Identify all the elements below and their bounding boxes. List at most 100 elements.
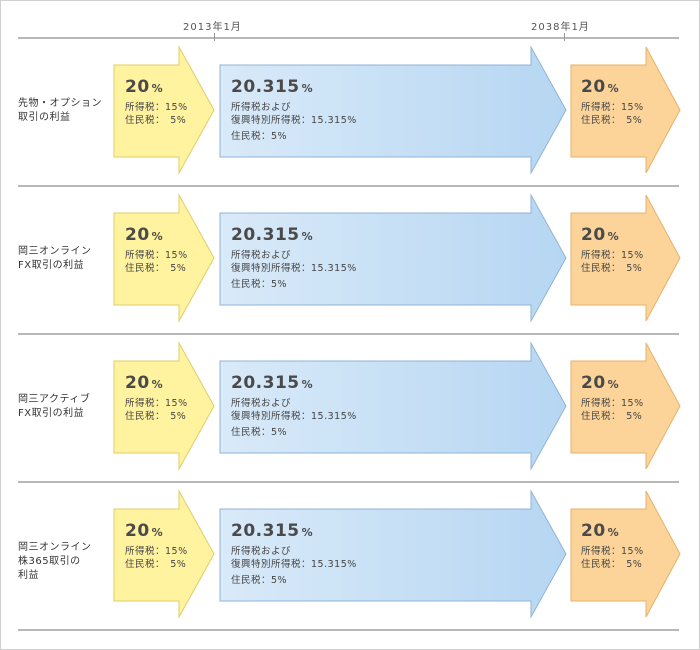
row-label-line-2: FX取引の利益	[18, 260, 85, 271]
reconstruction-tax-line: 復興特別所得税：15.315%	[231, 559, 357, 570]
rate-unit: %	[607, 230, 620, 243]
rate-unit: %	[151, 526, 164, 539]
rate-number: 20	[125, 521, 150, 541]
rate-number: 20.315	[231, 373, 300, 393]
rate-unit: %	[301, 230, 314, 243]
reconstruction-tax-line: 復興特別所得税：15.315%	[231, 115, 357, 126]
timeline-start-tick	[214, 33, 215, 41]
after-2038-arrow	[570, 490, 681, 618]
rate-number: 20	[125, 373, 150, 393]
timeline-end-label: 2038年1月	[531, 22, 590, 33]
period-2013-2038-rate-box: 20.315% 所得税および復興特別所得税：15.315% 住民税：5%	[231, 372, 357, 439]
income-tax-line: 所得税および	[231, 546, 292, 557]
row-divider	[18, 629, 679, 631]
rate-value: 20%	[581, 520, 644, 544]
rate-value: 20%	[581, 372, 644, 396]
rate-number: 20	[581, 225, 606, 245]
rate-value: 20.315%	[231, 372, 357, 396]
rate-unit: %	[607, 378, 620, 391]
income-tax-line: 所得税：15%	[125, 250, 188, 261]
period-2013-2038-rate-box: 20.315% 所得税および復興特別所得税：15.315% 住民税：5%	[231, 520, 357, 587]
row-divider	[18, 333, 679, 335]
after-2038-rate-box: 20% 所得税：15% 住民税： 5%	[581, 372, 644, 423]
timeline-rule	[18, 37, 679, 39]
before-2013-arrow	[113, 193, 215, 323]
row-label-line-2: 株365取引の	[18, 556, 81, 567]
rate-value: 20%	[125, 520, 188, 544]
row-label: 先物・オプション 取引の利益	[18, 97, 113, 125]
before-2013-arrow	[113, 45, 215, 175]
row-label-line-2: 取引の利益	[18, 112, 71, 123]
rate-value: 20.315%	[231, 520, 357, 544]
resident-tax-line: 住民税： 5%	[581, 115, 643, 126]
income-tax-line: 所得税：15%	[125, 398, 188, 409]
rate-unit: %	[607, 526, 620, 539]
rate-number: 20	[125, 225, 150, 245]
rate-value: 20%	[581, 224, 644, 248]
rate-unit: %	[607, 82, 620, 95]
rate-number: 20.315	[231, 225, 300, 245]
reconstruction-tax-line: 復興特別所得税：15.315%	[231, 263, 357, 274]
period-2013-2038-rate-box: 20.315% 所得税および 復興特別所得税：15.315% 住民税：5%	[231, 224, 357, 291]
income-tax-line: 所得税および	[231, 102, 292, 113]
income-tax-line: 所得税：15%	[581, 398, 644, 409]
reconstruction-tax-line: 復興特別所得税：15.315%	[231, 411, 357, 422]
after-2038-arrow	[570, 46, 681, 174]
before-2013-arrow	[113, 341, 215, 471]
row-label-line-1: 岡三オンライン	[18, 542, 92, 553]
row-label-line-3: 利益	[18, 570, 39, 581]
rate-unit: %	[151, 230, 164, 243]
row-label-line-1: 岡三オンライン	[18, 246, 92, 257]
row-label: 岡三オンライン FX取引の利益	[18, 245, 113, 273]
period-2013-2038-rate-box: 20.315% 所得税および復興特別所得税：15.315% 住民税：5%	[231, 76, 357, 143]
period-2013-2038-arrow	[219, 193, 567, 323]
after-2038-rate-box: 20% 所得税：15% 住民税： 5%	[581, 520, 644, 571]
rate-unit: %	[151, 378, 164, 391]
row-label-line-2: FX取引の利益	[18, 408, 85, 419]
rate-value: 20.315%	[231, 224, 357, 248]
income-tax-line: 所得税および	[231, 398, 292, 409]
resident-tax-line: 住民税： 5%	[581, 411, 643, 422]
rate-unit: %	[301, 378, 314, 391]
after-2038-arrow	[570, 194, 681, 322]
rate-value: 20%	[125, 372, 188, 396]
rate-value: 20%	[581, 76, 644, 100]
income-tax-line: 所得税：15%	[125, 102, 188, 113]
rate-unit: %	[301, 526, 314, 539]
row-divider	[18, 185, 679, 187]
row-divider	[18, 481, 679, 483]
before-2013-rate-box: 20% 所得税：15% 住民税： 5%	[125, 224, 188, 275]
period-2013-2038-arrow	[219, 45, 567, 175]
row-label: 岡三オンライン 株365取引の 利益	[18, 541, 113, 583]
timeline-start-label: 2013年1月	[183, 22, 242, 33]
period-2013-2038-arrow	[219, 489, 567, 619]
income-tax-line: 所得税：15%	[125, 546, 188, 557]
resident-tax-line: 住民税：5%	[231, 279, 288, 290]
resident-tax-line: 住民税： 5%	[581, 559, 643, 570]
resident-tax-line: 住民税： 5%	[125, 115, 187, 126]
before-2013-rate-box: 20% 所得税：15% 住民税： 5%	[125, 520, 188, 571]
resident-tax-line: 住民税： 5%	[125, 411, 187, 422]
before-2013-rate-box: 20% 所得税：15% 住民税： 5%	[125, 372, 188, 423]
rate-number: 20.315	[231, 77, 300, 97]
income-tax-line: 所得税：15%	[581, 102, 644, 113]
before-2013-rate-box: 20% 所得税：15% 住民税： 5%	[125, 76, 188, 127]
period-2013-2038-arrow	[219, 341, 567, 471]
rate-unit: %	[151, 82, 164, 95]
rate-value: 20.315%	[231, 76, 357, 100]
resident-tax-line: 住民税：5%	[231, 575, 288, 586]
row-label-line-1: 先物・オプション	[18, 98, 102, 109]
rate-number: 20	[581, 373, 606, 393]
rate-number: 20	[125, 77, 150, 97]
resident-tax-line: 住民税：5%	[231, 427, 288, 438]
resident-tax-line: 住民税： 5%	[581, 263, 643, 274]
after-2038-rate-box: 20% 所得税：15% 住民税： 5%	[581, 224, 644, 275]
income-tax-line: 所得税：15%	[581, 250, 644, 261]
before-2013-arrow	[113, 489, 215, 619]
resident-tax-line: 住民税： 5%	[125, 559, 187, 570]
after-2038-rate-box: 20% 所得税：15% 住民税： 5%	[581, 76, 644, 127]
timeline-end-tick	[564, 33, 565, 41]
rate-unit: %	[301, 82, 314, 95]
rate-value: 20%	[125, 76, 188, 100]
resident-tax-line: 住民税：5%	[231, 131, 288, 142]
